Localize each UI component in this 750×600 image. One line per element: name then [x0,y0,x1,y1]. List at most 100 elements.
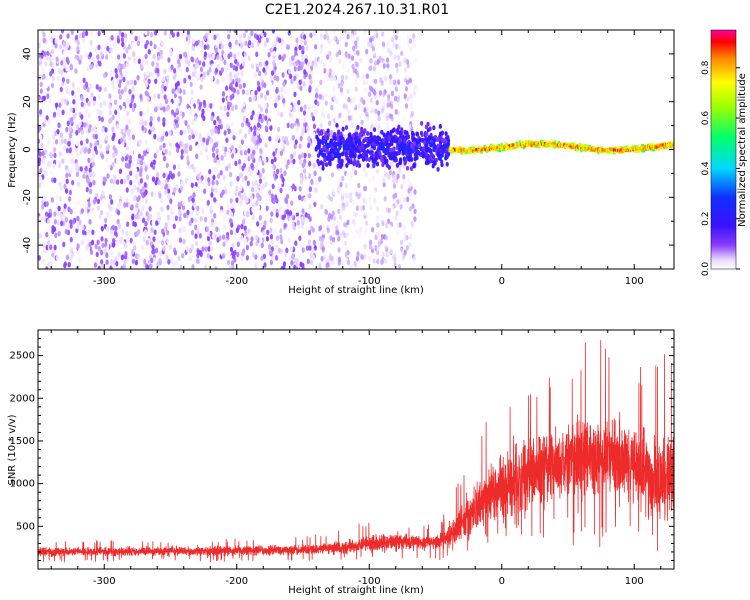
spectrogram-cell [250,42,255,49]
spectrogram-cell [115,260,119,267]
spectrogram-cell [334,84,338,90]
spectrogram-cell [165,183,169,189]
spectrogram-cell [190,229,195,236]
spectrogram-cell [239,33,243,40]
spectrogram-cell [244,195,248,201]
snr-x-ticks: -300 -200 -100 0 100 [50,330,662,587]
spectrogram-cell [196,205,200,212]
spectrogram-cell [385,57,390,63]
spectrogram-cell [203,35,207,41]
spectrogram-cell [251,186,255,193]
spectrogram-cell [159,162,163,169]
spectrogram-cell [109,69,113,76]
spectrogram-cell [334,153,338,159]
spectrogram-cell [374,30,379,34]
spectrogram-cell [428,156,432,161]
spectrogram-cell [350,122,354,129]
spectrogram-cell [368,105,373,111]
spectrogram-cell [124,155,128,162]
spectrogram-cell [134,140,138,146]
spectrogram-cell [230,260,235,266]
spectrogram-cell [65,178,69,185]
spectrogram-cell [134,259,139,266]
spectrogram-cell [95,251,99,258]
spectrogram-cell [191,264,195,269]
spectrogram-cell [327,39,331,45]
spectrogram-cell [62,145,67,151]
spectrogram-cell [213,119,217,126]
spectrogram-cell [176,147,180,153]
spectrogram-cell [406,33,410,40]
spectrogram-cell [53,244,57,251]
spectrogram-cell [194,62,198,69]
spectrogram-cell [242,32,247,38]
spectrogram-cell [150,257,154,264]
spectrogram-cell [155,220,159,226]
spectrogram-cell [279,187,283,194]
spectrogram-cell [264,125,268,131]
spectrogram-cell [400,50,404,57]
spectrogram-cell [144,59,149,66]
spectrogram-cell [236,61,240,67]
spectrogram-cell [76,181,81,187]
spectrogram-cell [89,142,93,148]
spectrogram-cell [346,33,350,40]
spectrogram-cell [184,188,188,195]
spectrogram-cell [245,244,249,251]
spectrogram-cell [308,203,312,210]
spectrogram-cell [365,116,369,123]
spectrogram-cell [78,59,82,65]
spectrogram-cell [122,101,126,108]
spectrogram-cell [79,148,83,155]
spectrogram-cell [204,146,208,153]
spectrogram-cell [204,176,208,182]
spectrogram-cell [175,142,179,148]
spectrogram-cell [210,30,214,34]
spectrogram-cell [323,157,327,163]
spectrogram-cell [125,201,129,208]
spectrogram-cell [227,53,231,60]
spectrogram-cell [87,127,91,134]
spectrogram-cell [308,192,312,199]
spectrogram-cell [229,229,234,236]
spectrogram-cell [159,102,163,108]
spectrogram-cell [319,224,323,231]
spectrogram-cell [214,141,218,148]
spectrogram-cell [407,188,411,194]
spectrogram-cell [146,264,150,269]
spectrogram-cell [319,33,323,39]
spectrogram-cell [371,107,375,114]
spectrogram-cell [96,205,100,211]
spectrogram-cell [186,159,190,166]
spectrogram-cell [413,189,417,195]
spectrogram-cell [133,244,137,251]
spectrogram-cell [292,106,296,113]
spectrogram-cell [344,41,348,48]
spectrogram-cell [349,197,353,204]
spectrogram-cell [387,207,391,214]
spectrogram-cell [234,190,238,197]
spectrogram-cell [384,244,388,251]
spectrogram-cell [115,73,119,79]
spectrogram-cell [369,131,373,137]
spectrogram-cell [108,93,112,99]
spectrogram-cell [215,179,219,186]
spectrogram-cell [307,115,312,121]
spectrogram-cell [63,98,68,104]
spectrogram-cell [350,34,354,40]
spectrogram-cell [299,38,304,45]
spectrogram-cell [372,244,376,251]
spectrogram-cell [163,94,167,100]
spectrogram-cell [389,147,393,153]
spectrogram-cell [213,212,217,219]
spectrogram-cell [166,193,171,200]
spectrogram-cell [163,85,167,92]
spectrogram-cell [104,217,108,224]
spectrogram-cell [342,204,346,210]
spectrogram-cell [65,126,69,133]
spectrogram-cell [290,153,294,160]
spectrogram-cell [167,259,171,265]
spectrogram-cell [211,179,215,186]
spectrogram-cell [442,144,446,150]
spectrogram-cell [406,196,410,203]
